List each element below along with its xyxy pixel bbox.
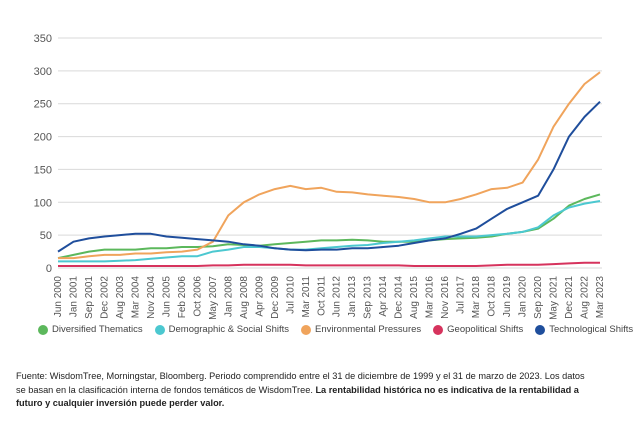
line-chart: 0 50 100 150 200 250 300 350 Jun 2000 Jan 2001 Se… [34,33,606,320]
x-tick-label: Dec 2009 [270,276,281,319]
x-tick-label: Jun 2000 [53,276,64,318]
y-tick-label: 350 [34,33,52,45]
x-tick-label: Oct 2018 [487,276,498,317]
x-tick-label: Jun 2005 [161,276,172,318]
x-tick-label: Jan 2008 [223,276,234,318]
legend-marker [301,324,312,335]
y-tick-label: 150 [34,164,52,176]
legend-label: Geopolitical Shifts [447,324,524,335]
x-tick-label: Nov 2004 [146,276,157,319]
x-tick-label: Sep 2001 [84,276,95,319]
series-line-technological-shifts [57,100,601,253]
x-tick-label: Jan 2020 [518,276,529,318]
x-tick-label: Dec 2014 [394,276,405,319]
series-line-demographic-social-shifts [58,200,601,263]
legend-item: Geopolitical Shifts [433,324,523,335]
x-tick-label: Jun 2019 [502,276,513,318]
legend-item: Environmental Pressures [301,324,421,335]
footnote: Fuente: WisdomTree, Morningstar, Bloombe… [16,370,616,411]
x-tick-label: Sep 2020 [533,276,544,319]
x-tick-label: Aug 2008 [239,276,250,319]
legend-item: Technological Shifts [535,324,633,335]
footnote-line2: se basan en la clasificación interna de … [16,384,316,395]
x-tick-label: Jan 2001 [68,276,79,318]
y-tick-label: 50 [40,230,52,242]
footnote-line1: Fuente: WisdomTree, Morningstar, Bloombe… [16,371,585,381]
x-tick-label: Apr 2014 [378,276,389,317]
x-tick-label: Dec 2002 [99,276,110,319]
x-tick-label: Mar 2011 [301,276,312,318]
legend-label: Technological Shifts [549,324,634,335]
series-lines [57,71,601,267]
x-tick-label: Mar 2023 [595,276,606,319]
series-line-geopolitical-shifts [58,261,600,267]
x-tick-label: Aug 2022 [580,276,591,319]
y-axis-ticks: 0 50 100 150 200 250 300 350 [34,33,52,275]
legend-marker [38,324,48,335]
x-tick-label: Nov 2016 [440,276,451,319]
grid-lines [58,37,602,269]
x-tick-label: Jun 2012 [332,276,343,318]
x-tick-label: Jul 2010 [285,276,296,314]
y-tick-label: 300 [34,66,52,78]
legend-item: Diversified Thematics [38,324,143,335]
x-tick-label: Mar 2004 [130,276,141,319]
y-tick-label: 250 [34,99,52,111]
legend-label: Demographic & Social Shifts [168,324,290,335]
x-tick-label: May 2007 [208,276,219,320]
x-tick-label: Dec 2021 [564,276,575,319]
x-tick-label: Jan 2013 [347,276,358,318]
legend-item: Demographic & Social Shifts [154,324,290,335]
legend: Diversified Thematics Demographic & Socia… [38,324,633,335]
legend-label: Diversified Thematics [52,324,143,335]
x-tick-label: Aug 2003 [115,276,126,319]
x-tick-label: Sep 2013 [363,276,374,319]
x-axis-ticks: Jun 2000 Jan 2001 Sep 2001 Dec 2002 Aug 2003… [53,276,606,320]
x-tick-label: Feb 2006 [177,276,188,319]
legend-label: Environmental Pressures [315,324,422,335]
footnote-line2-bold: La rentabilidad histórica no es indicati… [315,384,579,395]
x-tick-label: May 2021 [549,276,560,320]
x-tick-label: Apr 2009 [254,276,265,317]
footnote-line3-bold: futuro y cualquier inversión puede perde… [16,398,225,408]
legend-marker [433,324,444,335]
x-tick-label: Oct 2006 [192,276,203,317]
x-tick-label: Mar 2018 [471,276,482,319]
x-tick-label: Jul 2017 [456,276,467,314]
legend-marker [535,324,546,335]
series-line-environmental-pressures [58,71,601,260]
x-tick-label: Mar 2016 [425,276,436,319]
y-tick-label: 100 [34,197,52,209]
x-tick-label: Aug 2015 [409,276,420,319]
y-tick-label: 200 [34,132,52,144]
y-tick-label: 0 [46,263,52,275]
legend-marker [154,324,165,335]
x-tick-label: Oct 2011 [316,276,327,316]
